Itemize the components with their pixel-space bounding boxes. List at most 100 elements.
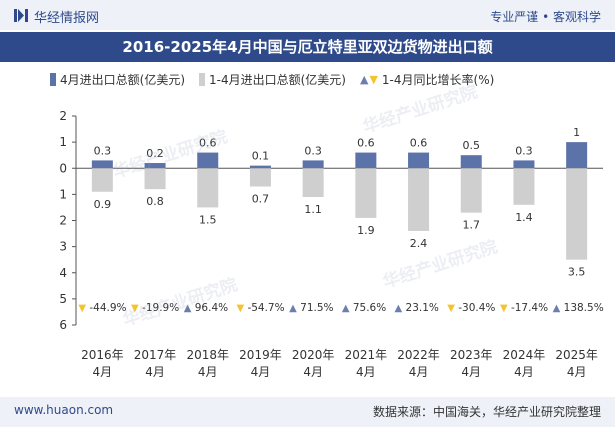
bar-cumulative-7 (408, 168, 430, 231)
bar-april-8 (460, 155, 482, 169)
x-tick-label-year: 2019年 (239, 348, 282, 362)
x-tick-label-month: 4月 (93, 365, 113, 379)
legend-label-april: 4月进出口总额(亿美元) (60, 72, 185, 87)
y-tick-label: 2 (59, 214, 67, 228)
y-tick-label: 5 (59, 292, 67, 306)
brand-name: 华经情报网 (34, 11, 100, 26)
bar-april-6 (355, 152, 377, 169)
bar-cumulative-6 (355, 168, 377, 218)
data-label-cumulative: 0.8 (146, 195, 164, 208)
y-tick-label: 6 (59, 318, 67, 332)
data-label-cumulative: 1.9 (357, 224, 375, 237)
data-label-april: 0.6 (410, 137, 428, 150)
growth-label: -19.9% (142, 302, 179, 314)
x-tick-label-year: 2016年 (81, 348, 124, 362)
x-tick-label-year: 2017年 (134, 348, 177, 362)
data-label-april: 1 (573, 126, 580, 139)
legend-up-triangle-icon: ▲ (359, 72, 369, 86)
data-label-cumulative: 1.7 (463, 219, 481, 232)
y-tick-label: 4 (59, 266, 67, 280)
growth-marker-icon: ▲ (342, 303, 350, 314)
legend-item-cumulative: 1-4月进出口总额(亿美元) (199, 71, 346, 88)
growth-label: -17.4% (511, 302, 548, 314)
x-tick-label-year: 2025年 (555, 348, 598, 362)
growth-marker-icon: ▼ (500, 303, 508, 314)
growth-label: 23.1% (406, 302, 439, 314)
data-label-cumulative: 0.9 (94, 198, 112, 211)
x-tick-label-year: 2024年 (503, 348, 546, 362)
bar-april-7 (408, 152, 430, 169)
legend-swatch-april (50, 72, 56, 86)
bar-cumulative-8 (460, 168, 482, 213)
legend-item-april: 4月进出口总额(亿美元) (50, 71, 185, 88)
chart-title: 2016-2025年4月中国与厄立特里亚双边货物进出口额 (122, 38, 493, 56)
x-tick-label-month: 4月 (251, 365, 271, 379)
bar-cumulative-3 (197, 168, 219, 208)
legend-swatch-cumulative (199, 72, 205, 86)
x-tick-label-year: 2018年 (186, 348, 229, 362)
title-bar (0, 32, 615, 62)
y-tick-label: 1 (59, 135, 67, 149)
data-label-april: 0.1 (252, 150, 270, 163)
growth-label: -44.9% (89, 302, 126, 314)
growth-label: -54.7% (247, 302, 284, 314)
header-slogan: 专业严谨 • 客观科学 (490, 10, 601, 24)
growth-marker-icon: ▲ (553, 303, 561, 314)
bar-april-10 (566, 142, 588, 169)
data-label-april: 0.6 (199, 137, 217, 150)
bar-cumulative-10 (566, 168, 588, 260)
data-label-cumulative: 3.5 (568, 266, 586, 279)
legend-item-growth: ▲ ▼ 1-4月同比增长率(%) (360, 71, 494, 88)
data-label-cumulative: 0.7 (252, 193, 270, 206)
x-tick-label-month: 4月 (514, 365, 534, 379)
growth-marker-icon: ▼ (236, 303, 244, 314)
growth-label: 138.5% (564, 302, 604, 314)
growth-marker-icon: ▲ (395, 303, 403, 314)
bar-april-2 (144, 163, 166, 169)
x-tick-label-month: 4月 (198, 365, 218, 379)
bar-cumulative-5 (302, 168, 324, 197)
data-label-april: 0.2 (146, 147, 164, 160)
bar-cumulative-1 (91, 168, 113, 192)
x-tick-label-month: 4月 (461, 365, 481, 379)
x-tick-label-month: 4月 (567, 365, 587, 379)
x-tick-label-month: 4月 (356, 365, 376, 379)
header-bar: 华经情报网 专业严谨 • 客观科学 (0, 0, 615, 30)
data-label-cumulative: 1.5 (199, 213, 217, 226)
bar-cumulative-4 (249, 168, 271, 187)
x-tick-label-month: 4月 (409, 365, 429, 379)
growth-label: 71.5% (300, 302, 333, 314)
bar-april-4 (249, 165, 271, 169)
legend-label-growth: 1-4月同比增长率(%) (381, 72, 495, 87)
bar-cumulative-2 (144, 168, 166, 190)
y-tick-label: 0 (59, 161, 67, 175)
growth-marker-icon: ▼ (447, 303, 455, 314)
data-label-april: 0.5 (463, 139, 481, 152)
data-label-cumulative: 2.4 (410, 237, 428, 250)
x-tick-label-month: 4月 (145, 365, 165, 379)
x-tick-label-year: 2020年 (292, 348, 335, 362)
legend-down-triangle-icon: ▼ (369, 72, 378, 86)
brand-logo-icon (14, 9, 28, 22)
chart-legend: 4月进出口总额(亿美元) 1-4月进出口总额(亿美元) ▲ ▼ 1-4月同比增长… (50, 69, 508, 89)
growth-marker-icon: ▲ (184, 303, 192, 314)
growth-marker-icon: ▲ (289, 303, 297, 314)
data-label-cumulative: 1.4 (515, 211, 533, 224)
growth-label: 96.4% (195, 302, 228, 314)
x-tick-label-year: 2023年 (450, 348, 493, 362)
bar-april-5 (302, 160, 324, 169)
data-label-april: 0.6 (357, 137, 375, 150)
growth-marker-icon: ▼ (78, 303, 86, 314)
x-tick-label-year: 2022年 (397, 348, 440, 362)
bar-cumulative-9 (513, 168, 535, 205)
growth-label: -30.4% (458, 302, 495, 314)
data-label-april: 0.3 (515, 144, 533, 157)
growth-marker-icon: ▼ (131, 303, 139, 314)
legend-label-cumulative: 1-4月进出口总额(亿美元) (209, 72, 346, 87)
data-label-april: 0.3 (94, 144, 112, 157)
x-tick-label-year: 2021年 (345, 348, 388, 362)
footer-bar (0, 397, 615, 427)
growth-label: 75.6% (353, 302, 386, 314)
footer-site: www.huaon.com (14, 403, 114, 417)
